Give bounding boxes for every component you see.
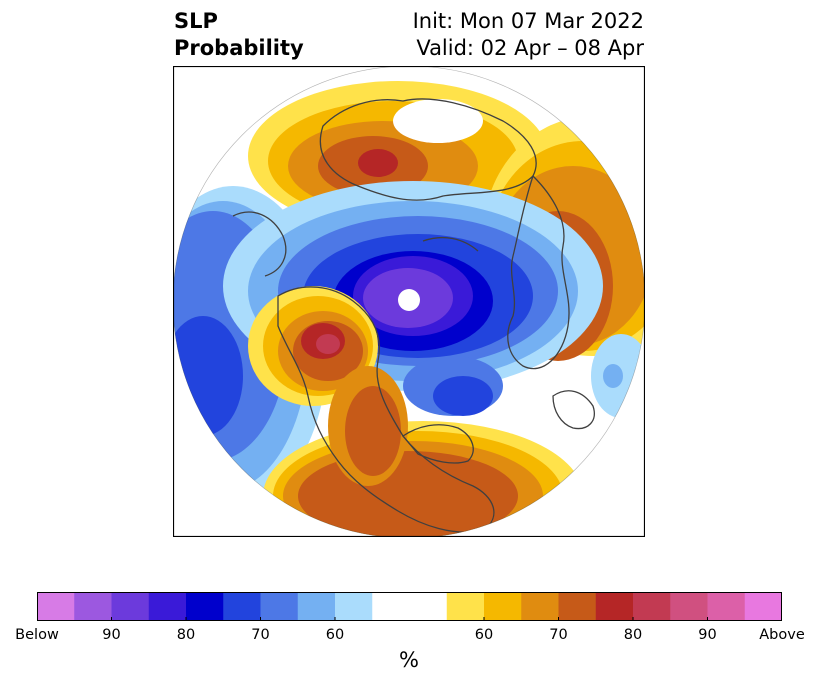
colorbar-swatch xyxy=(670,592,708,621)
colorbar-tick-label: 80 xyxy=(623,627,643,643)
colorbar-tick-label: 70 xyxy=(549,627,568,643)
colorbar-unit: % xyxy=(399,648,419,672)
colorbar-tick-label: 60 xyxy=(325,627,345,643)
init-date: Init: Mon 07 Mar 2022 xyxy=(412,9,644,33)
colorbar-swatch xyxy=(558,592,597,621)
colorbar-tick-label: 80 xyxy=(176,627,196,643)
colorbar-swatch xyxy=(223,592,261,621)
probability-map xyxy=(173,66,645,537)
colorbar-swatch xyxy=(707,592,746,621)
colorbar-swatch xyxy=(335,592,373,621)
title-right: Init: Mon 07 Mar 2022 Valid: 02 Apr – 08… xyxy=(413,8,644,62)
colorbar-swatch xyxy=(595,592,634,621)
colorbar-swatch xyxy=(186,592,224,621)
colorbar-swatch xyxy=(446,592,485,621)
colorbar-tick-label: 90 xyxy=(698,627,717,643)
colorbar-swatch xyxy=(484,592,522,621)
colorbar-swatch xyxy=(744,592,782,621)
colorbar-swatch xyxy=(633,592,671,621)
colorbar-swatch xyxy=(260,592,299,621)
colorbar-tick-label: 90 xyxy=(102,627,121,643)
title-variable: SLP xyxy=(174,9,218,33)
coastlines xyxy=(232,98,595,533)
colorbar-swatch xyxy=(37,592,75,621)
colorbar-border xyxy=(37,592,782,621)
colorbar-swatch xyxy=(372,592,410,621)
colorbar-tick-label: 60 xyxy=(474,627,494,643)
colorbar-swatch xyxy=(111,592,150,621)
shaded-field xyxy=(173,66,645,537)
colorbar-swatch xyxy=(521,592,559,621)
colorbar-swatch xyxy=(297,592,336,621)
colorbar-swatch xyxy=(148,592,187,621)
colorbar xyxy=(37,592,782,621)
valid-range: Valid: 02 Apr – 08 Apr xyxy=(416,36,644,60)
colorbar-swatch xyxy=(74,592,112,621)
colorbar-tick-label: 70 xyxy=(251,627,270,643)
colorbar-tick-label: Below xyxy=(15,627,59,643)
title-left: SLP Probability xyxy=(174,8,304,62)
colorbar-tick-label: Above xyxy=(759,627,805,643)
colorbar-swatch xyxy=(409,592,448,621)
title-field: Probability xyxy=(174,36,304,60)
